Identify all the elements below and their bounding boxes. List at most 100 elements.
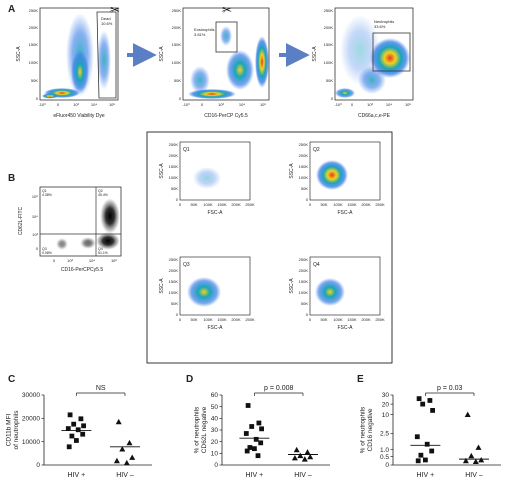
y-tick-label: 150K xyxy=(172,42,182,47)
data-point-square xyxy=(78,416,84,422)
significance-label: NS xyxy=(96,385,106,392)
population-blob xyxy=(96,232,120,250)
axis-title-y: SSC-A xyxy=(159,163,165,179)
data-point-square xyxy=(66,444,72,450)
axis-title-y: SSC-A xyxy=(289,278,295,294)
population-blob xyxy=(226,50,254,90)
gate-label: Neutrophils xyxy=(374,19,394,24)
x-category-label: HIV + xyxy=(246,472,264,479)
panel-label-d: D xyxy=(186,374,193,385)
quadrant-tag: Q2 xyxy=(313,147,320,153)
y-tick-label: 2.5 xyxy=(380,431,389,438)
data-point-triangle xyxy=(475,444,482,450)
population-blob xyxy=(71,50,89,94)
data-point-square xyxy=(258,440,264,446)
facs-plot-a2: Eosinophils 3.81% SSC-A CD16-PerCP Cy5.5… xyxy=(159,7,270,119)
data-point-square xyxy=(424,441,430,447)
data-point-square xyxy=(80,431,86,437)
x-tick-label: 0 xyxy=(309,317,312,322)
x-category-label: HIV + xyxy=(68,472,86,479)
axis-title-y: SSC-A xyxy=(312,46,318,62)
y-tick-labels: 250K 200K 150K 100K 50K 0 xyxy=(172,8,182,101)
y-tick-label: 200K xyxy=(172,25,182,30)
population-blob xyxy=(193,167,221,189)
x-tick-label: 50K xyxy=(190,202,197,207)
data-point-triangle xyxy=(123,459,130,466)
x-tick-label: 10³ xyxy=(218,102,224,107)
data-point-square xyxy=(418,452,424,458)
x-tick-label: 200K xyxy=(231,317,241,322)
facs-plot-b-main: Q1 4.38% Q2 45.4% Q3 0.08% Q4 51.1% CD62… xyxy=(18,186,122,273)
population-blob xyxy=(42,93,58,99)
x-tick-label: -10³ xyxy=(334,102,342,107)
x-tick-label: 250K xyxy=(245,202,255,207)
x-tick-label: 200K xyxy=(361,317,371,322)
y-tick-label: 30 xyxy=(211,427,219,434)
gate-dead xyxy=(96,11,117,99)
y-tick-label: 250K xyxy=(169,142,179,147)
y-tick-label: 0 xyxy=(306,312,309,317)
data-point-triangle xyxy=(307,453,314,460)
quadrant-tag: Q3 xyxy=(183,262,190,268)
y-tick-label: 100K xyxy=(169,175,179,180)
data-point-triangle xyxy=(468,452,475,459)
population-blob xyxy=(370,38,410,78)
x-tick-label: 10³ xyxy=(367,102,373,107)
gate-neutrophils xyxy=(372,32,411,72)
data-point-triangle xyxy=(464,411,471,417)
x-tick-label: 10⁴ xyxy=(89,258,95,263)
y-tick-label: 50 xyxy=(211,404,219,411)
y-tick-label: 0 xyxy=(36,96,39,101)
population-blob xyxy=(316,160,348,190)
population-blob xyxy=(97,30,111,90)
y-tick-labels: 250K 200K 150K 100K 50K 0 xyxy=(29,8,39,101)
y-tick-label: 200K xyxy=(169,268,179,273)
quadrant-percent: 4.38% xyxy=(42,193,52,197)
population-blob xyxy=(335,88,355,98)
y-tick-label: 250K xyxy=(324,8,334,13)
quadrant-tag: Q4 xyxy=(313,262,320,268)
gate-percent: 3.81% xyxy=(194,32,206,37)
x-tick-label: 50K xyxy=(320,202,327,207)
x-tick-labels: -10³ 0 10³ 10⁴ 10⁵ xyxy=(334,102,411,107)
y-tick-label: 200K xyxy=(29,25,39,30)
y-tick-labels: 250K 200K 150K 100K 50K 0 xyxy=(324,8,334,101)
x-tick-label: 10³ xyxy=(67,258,73,263)
quadrant-label: Q1 xyxy=(42,189,47,193)
data-point-square xyxy=(429,448,435,454)
x-tick-label: 100K xyxy=(333,317,343,322)
data-point-square xyxy=(249,424,255,429)
data-point-square xyxy=(67,412,73,418)
axis-title-x: CD66a,c,e-PE xyxy=(358,113,391,119)
x-tick-label: 0 xyxy=(179,202,182,207)
y-tick-label: 0 xyxy=(176,197,179,202)
y-tick-label: 50K xyxy=(171,186,178,191)
data-point-triangle xyxy=(291,455,298,461)
data-point-square xyxy=(430,408,435,413)
x-tick-label: 200K xyxy=(231,202,241,207)
population-blob xyxy=(255,36,269,88)
y-tick-label: 200K xyxy=(299,153,309,158)
y-tick-label: 10 xyxy=(382,412,390,419)
x-tick-label: 50K xyxy=(320,317,327,322)
y-tick-labels: 250K 200K 150K 100K 50K 0 xyxy=(299,142,309,202)
y-tick-labels: 10⁵ 10⁴ 10³ 0 xyxy=(32,194,39,251)
y-tick-label: 250K xyxy=(299,142,309,147)
x-tick-label: 10⁵ xyxy=(111,258,117,263)
quadrant-percent: 45.4% xyxy=(98,193,108,197)
dot-plot-e: 00.51.0 2.5 10 20 30 % of neutrophilsCD16 neg… xyxy=(360,385,501,479)
population-blob xyxy=(56,238,68,250)
data-point-square xyxy=(75,427,81,433)
y-tick-label: 20000 xyxy=(22,416,40,423)
x-tick-label: 0 xyxy=(179,317,182,322)
y-tick-label: 150K xyxy=(299,279,309,284)
x-tick-label: 250K xyxy=(245,317,255,322)
x-tick-label: 100K xyxy=(203,317,213,322)
x-tick-labels: -10³ 0 10³ 10⁴ 10⁵ xyxy=(182,102,266,107)
facs-subplot-q3: Q3 SSC-A FSC-A 250K 200K 150K 100K 50K 0… xyxy=(159,256,255,331)
population-blob xyxy=(220,26,232,46)
axis-title-y: SSC-A xyxy=(16,46,22,62)
x-tick-label: 0 xyxy=(309,202,312,207)
data-point-triangle xyxy=(472,458,479,465)
quadrant-percent: 0.08% xyxy=(42,251,52,255)
